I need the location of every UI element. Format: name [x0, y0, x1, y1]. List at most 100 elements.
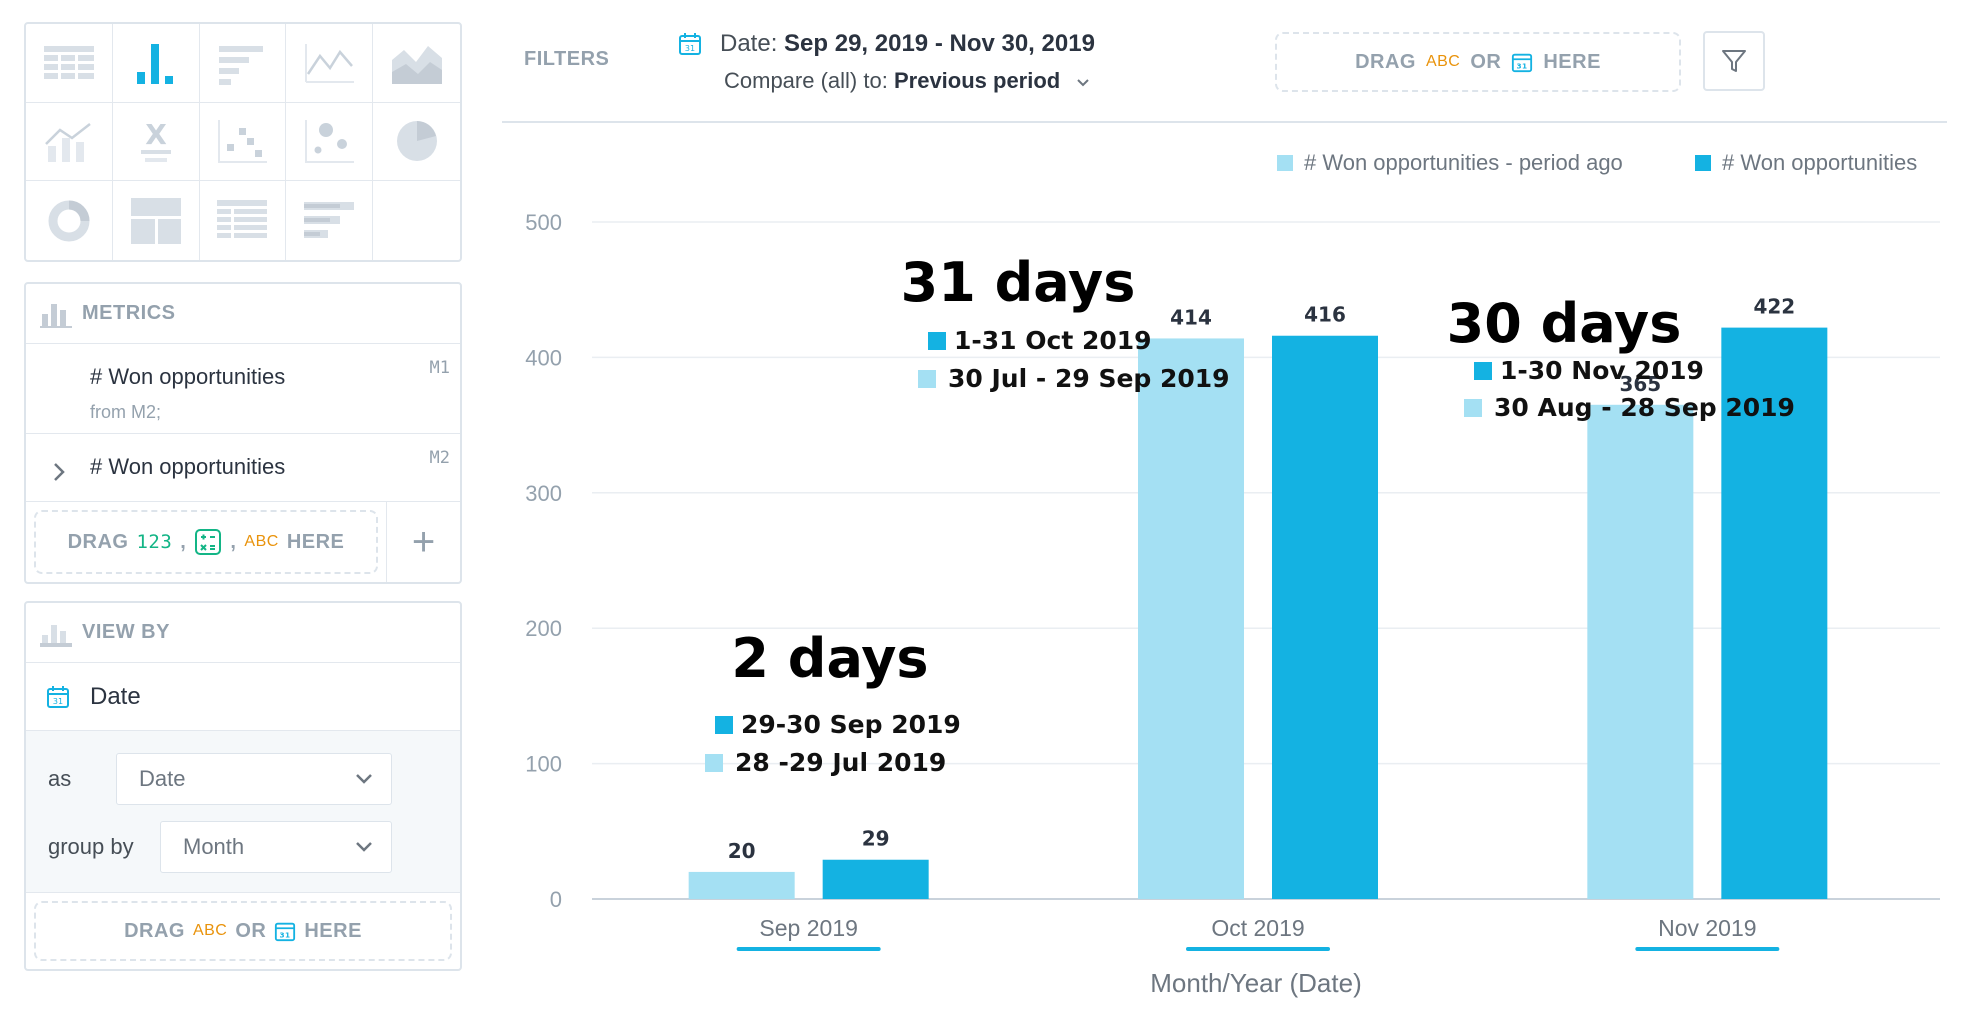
pivot-table-type-icon[interactable]: [200, 181, 287, 260]
drop-here-label: HERE: [286, 530, 345, 553]
date-filter-prefix: Date:: [720, 30, 778, 57]
svg-text:31: 31: [53, 697, 63, 706]
metric-subtitle: from M2;: [90, 402, 162, 422]
svg-text:31: 31: [685, 44, 695, 53]
line-chart-type-icon[interactable]: [286, 24, 374, 103]
chevron-down-icon: [356, 842, 372, 852]
metric-id: M2: [429, 448, 450, 468]
view-by-icon: [40, 624, 72, 647]
drop-drag-label: DRAG: [124, 919, 185, 942]
pie-chart-type-icon[interactable]: [373, 103, 460, 182]
drop-drag-label: DRAG: [67, 530, 129, 553]
metric-item-m2[interactable]: # Won opportunities M2: [26, 434, 460, 502]
annotation-swatch: [705, 754, 723, 772]
filter-drop-zone[interactable]: DRAG ABC OR 31 HERE: [1275, 32, 1681, 92]
chevron-right-icon[interactable]: [52, 462, 66, 482]
metrics-section: METRICS # Won opportunities from M2; M1 …: [24, 282, 462, 584]
metric-item-m1[interactable]: # Won opportunities from M2; M1: [26, 344, 460, 434]
x-axis-title: Month/Year (Date): [1150, 968, 1361, 998]
drop-separator: ,: [230, 530, 237, 553]
view-by-drop-zone[interactable]: DRAG ABC OR 31 HERE: [34, 901, 452, 961]
gallery-empty-cell: [373, 181, 460, 260]
calendar-icon: 31: [1512, 53, 1533, 73]
select-value: Date: [139, 766, 186, 791]
date-dataset-select[interactable]: Date: [116, 753, 392, 805]
scatter-plot-type-icon[interactable]: [199, 102, 287, 182]
table-type-icon[interactable]: [26, 24, 113, 103]
donut-chart-type-icon[interactable]: [26, 181, 113, 260]
data-label: 20: [728, 839, 756, 863]
combo-chart-type-icon[interactable]: [26, 102, 113, 182]
granularity-select[interactable]: Month: [160, 821, 392, 873]
annotation-swatch: [1474, 362, 1492, 380]
select-value: Month: [183, 834, 245, 859]
metrics-icon: [40, 303, 72, 328]
filters-label: FILTERS: [524, 48, 610, 70]
metrics-title: METRICS: [82, 302, 176, 324]
data-label: 414: [1170, 305, 1212, 329]
filter-button[interactable]: [1703, 31, 1765, 91]
attribute-name: Date: [90, 682, 141, 710]
svg-text:X: X: [145, 118, 167, 151]
metric-name: # Won opportunities: [90, 364, 286, 389]
bar-chart-type-icon[interactable]: [199, 24, 287, 103]
headline-type-icon[interactable]: X: [112, 102, 200, 182]
bar: [1272, 335, 1378, 900]
y-tick-label: 200: [525, 616, 562, 641]
area-chart-type-icon[interactable]: [373, 24, 460, 103]
calendar-icon: 31: [47, 685, 69, 708]
attribute-type-icon: ABC: [192, 922, 228, 939]
compare-value: Previous period: [893, 68, 1061, 93]
svg-text:31: 31: [1517, 61, 1528, 70]
drop-drag-label: DRAG: [1355, 50, 1416, 73]
treemap-type-icon[interactable]: [113, 181, 200, 260]
date-config: as Date group by Month: [26, 731, 460, 893]
chevron-down-icon: [1077, 79, 1090, 87]
legend-label: # Won opportunities: [1722, 150, 1917, 175]
group-by-label: group by: [48, 834, 134, 859]
metrics-header: METRICS: [26, 284, 460, 344]
x-tick-label: Oct 2019: [1211, 915, 1304, 941]
data-label: 365: [1619, 372, 1661, 396]
annotation-swatch: [1464, 399, 1482, 417]
calendar-icon: 31: [275, 922, 296, 942]
bar: [822, 859, 929, 899]
annotation-swatch: [715, 716, 733, 734]
annotation-title: 30 days: [1447, 292, 1682, 355]
data-label: 416: [1304, 303, 1346, 327]
x-tick-underline: [1635, 947, 1780, 951]
calendar-icon: 31: [679, 33, 701, 55]
x-tick-underline: [1186, 947, 1330, 951]
annotation-current-period: 1-30 Nov 2019: [1500, 356, 1704, 385]
annotation-previous-period: 30 Aug - 28 Sep 2019: [1494, 393, 1795, 422]
calculator-icon: [195, 529, 222, 555]
view-by-attribute[interactable]: 31 Date: [26, 663, 460, 731]
annotation-title: 31 days: [901, 251, 1136, 314]
legend-label: # Won opportunities - period ago: [1304, 150, 1623, 175]
annotation-previous-period: 28 -29 Jul 2019: [735, 748, 946, 777]
compare-row[interactable]: Compare (all) to: Previous period: [724, 68, 1095, 94]
column-chart-type-icon[interactable]: [112, 24, 200, 103]
bubble-chart-type-icon[interactable]: [286, 102, 374, 182]
data-label: 29: [862, 827, 890, 851]
drop-separator: ,: [180, 530, 187, 553]
date-filter[interactable]: 31 Date: Sep 29, 2019 - Nov 30, 2019 Com…: [678, 30, 1095, 94]
legend-swatch: [1695, 155, 1711, 171]
bar: [1138, 338, 1244, 900]
funnel-icon: [1722, 50, 1746, 72]
metrics-drop-zone[interactable]: DRAG 123 , , ABC HERE: [34, 510, 378, 574]
add-metric-button[interactable]: +: [386, 502, 460, 582]
svg-text:31: 31: [280, 930, 291, 939]
annotation-swatch: [918, 370, 936, 388]
chevron-down-icon: [356, 774, 372, 784]
y-tick-label: 0: [550, 887, 562, 912]
drop-here-label: HERE: [1543, 50, 1601, 73]
legend-swatch: [1277, 155, 1293, 171]
view-by-title: VIEW BY: [82, 621, 170, 643]
annotation-current-period: 29-30 Sep 2019: [741, 710, 961, 739]
bullet-chart-type-icon[interactable]: [286, 181, 374, 260]
annotation-current-period: 1-31 Oct 2019: [954, 326, 1152, 355]
drop-or-label: OR: [235, 919, 267, 942]
metric-id: M1: [429, 358, 450, 378]
annotation-swatch: [928, 332, 946, 350]
